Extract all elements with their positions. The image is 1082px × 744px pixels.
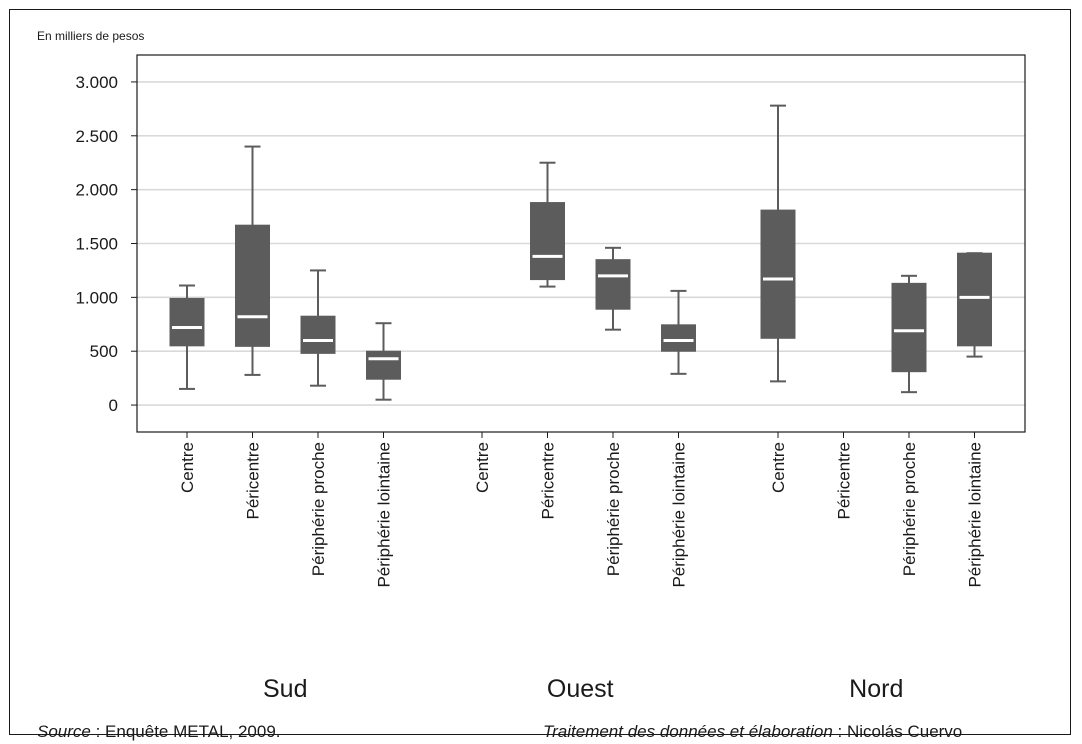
category-label: Centre [473, 442, 492, 493]
category-label: Périphérie proche [604, 442, 623, 576]
unit-label: En milliers de pesos [37, 29, 144, 43]
box-iqr [169, 297, 205, 347]
category-label: Centre [178, 442, 197, 493]
source-note: Source : Enquête METAL, 2009. [37, 722, 281, 742]
box-iqr [366, 350, 401, 380]
y-tick-label: 1.000 [75, 288, 118, 307]
source-text: : Enquête METAL, 2009. [90, 722, 281, 741]
y-tick-label: 1.500 [75, 235, 118, 254]
category-label: Péricentre [244, 442, 263, 519]
group-label: Sud [263, 675, 307, 703]
credit-note: Traitement des données et élaboration : … [543, 722, 962, 742]
category-label: Périphérie lointaine [670, 442, 689, 588]
category-label: Périphérie proche [309, 442, 328, 576]
category-label: Péricentre [835, 442, 854, 519]
box-iqr [530, 202, 565, 281]
y-tick-label: 500 [90, 342, 118, 361]
credit-text: : Nicolás Cuervo [832, 722, 963, 741]
box-iqr [300, 315, 336, 354]
category-label: Centre [769, 442, 788, 493]
y-tick-label: 3.000 [75, 73, 118, 92]
figure-frame [9, 9, 1071, 735]
box-iqr [595, 259, 631, 310]
y-tick-label: 0 [109, 396, 118, 415]
category-label: Périphérie lointaine [966, 442, 985, 588]
group-label: Ouest [547, 675, 614, 703]
box-iqr [661, 324, 696, 352]
credit-label: Traitement des données et élaboration [543, 722, 833, 741]
category-label: Périphérie proche [900, 442, 919, 576]
box-iqr [235, 224, 270, 347]
group-label: Nord [849, 675, 903, 703]
box-iqr [891, 282, 927, 373]
box-iqr [760, 209, 796, 339]
category-label: Péricentre [539, 442, 558, 519]
box-iqr [957, 252, 992, 347]
category-label: Périphérie lointaine [375, 442, 394, 588]
y-tick-label: 2.500 [75, 127, 118, 146]
source-label: Source [37, 722, 91, 741]
y-tick-label: 2.000 [75, 181, 118, 200]
